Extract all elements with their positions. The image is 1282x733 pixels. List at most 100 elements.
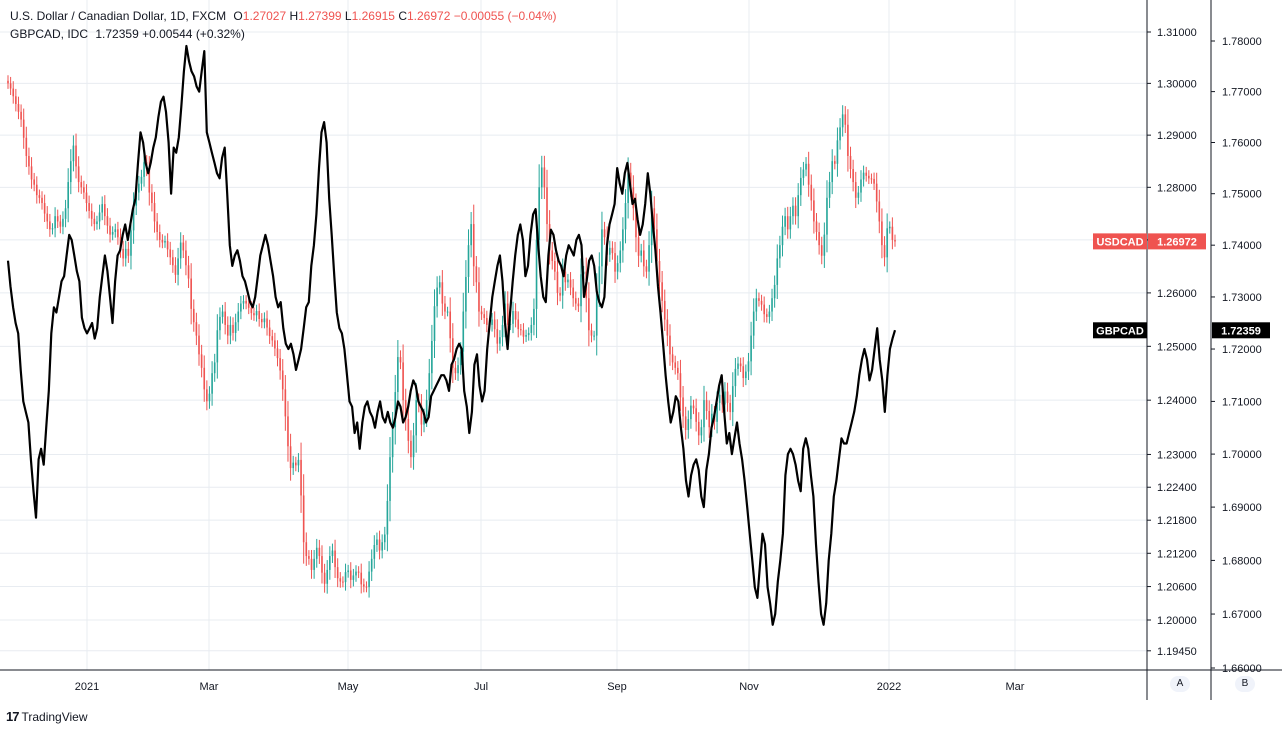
candle [258, 303, 260, 327]
y-a-tick-1: 1.30000 [1157, 78, 1197, 90]
candle [852, 159, 854, 192]
candle [454, 361, 457, 380]
candle [391, 411, 394, 473]
candle [98, 204, 101, 230]
candle [870, 173, 873, 184]
candle [472, 204, 475, 286]
x-tick-3: Jul [474, 681, 488, 693]
legend-usdcad: U.S. Dollar / Canadian Dollar, 1D, FXCM … [10, 9, 556, 23]
candle [533, 298, 535, 336]
candle [525, 329, 527, 343]
candle [287, 401, 289, 462]
candle [245, 295, 247, 310]
candle [695, 398, 697, 432]
candle [758, 292, 760, 307]
candle [169, 241, 172, 265]
candle [860, 170, 862, 202]
scale-a-button[interactable]: A [1170, 676, 1190, 692]
legend-open: 1.27027 [242, 9, 287, 23]
candle [637, 226, 640, 268]
candle [263, 312, 266, 329]
candle [179, 232, 182, 269]
candle [260, 313, 263, 329]
candle [765, 308, 768, 323]
candle [779, 235, 781, 268]
candle [540, 155, 543, 200]
candle [221, 304, 224, 324]
y-b-tick-3: 1.75000 [1222, 189, 1262, 201]
candle [321, 545, 323, 584]
x-axis[interactable]: 2021 Mar May Jul Sep Nov 2022 Mar [75, 681, 1025, 693]
candle [365, 581, 368, 593]
candle [339, 572, 342, 588]
candle [661, 270, 663, 313]
candle [551, 242, 554, 270]
candle [190, 263, 192, 325]
candle [69, 149, 72, 195]
y-a-tick-3: 1.28000 [1157, 182, 1197, 194]
candle [219, 307, 221, 340]
candle [669, 324, 671, 366]
candle [802, 161, 805, 186]
candle [281, 359, 284, 401]
y-b-tick-7: 1.71000 [1222, 396, 1262, 408]
tradingview-logo[interactable]: 17 TradingView [6, 709, 88, 724]
candle [781, 215, 784, 257]
usdcad-name-label: USDCAD [1096, 236, 1143, 248]
candle [520, 323, 522, 336]
y-axis-a[interactable]: 1.310001.300001.290001.280001.270001.260… [1147, 27, 1197, 658]
candle [569, 272, 572, 296]
candle [420, 394, 423, 437]
candle [38, 189, 41, 204]
scale-b-button[interactable]: B [1235, 676, 1255, 692]
candle [527, 327, 530, 341]
candle [271, 329, 274, 347]
candle [805, 157, 807, 177]
candle [467, 229, 470, 293]
gbpcad-name-tag [1093, 322, 1147, 339]
candle [161, 234, 164, 249]
candle [140, 169, 143, 191]
legend-high-label: H [289, 9, 299, 23]
legend-high: 1.27399 [298, 9, 342, 23]
candle [368, 561, 370, 598]
y-a-tick-12: 1.20600 [1157, 582, 1197, 594]
candle [284, 375, 287, 431]
x-tick-6: 2022 [877, 681, 901, 693]
candle [794, 197, 797, 225]
candle [200, 344, 203, 378]
candle [554, 252, 556, 281]
grid [0, 0, 1147, 670]
y-b-tick-0: 1.78000 [1222, 36, 1262, 48]
candle [410, 430, 412, 468]
x-tick-5: Nov [739, 681, 759, 693]
candle [334, 539, 336, 578]
candle [276, 340, 279, 367]
candle [697, 412, 700, 446]
candle [399, 350, 402, 370]
candle [593, 330, 595, 341]
x-tick-2: May [338, 681, 359, 693]
candle [232, 317, 234, 341]
candle [496, 319, 499, 354]
y-a-tick-8: 1.23000 [1157, 449, 1197, 461]
y-axis-b[interactable]: 1.78000 1.77000 1.76000 1.75000 1.74000 1.730… [1211, 36, 1262, 675]
candle [289, 433, 292, 481]
legend-symbol-2: GBPCAD, IDC [10, 27, 89, 41]
x-tick-4: Sep [607, 681, 627, 693]
y-b-tick-11: 1.67000 [1222, 609, 1262, 621]
candle [857, 186, 860, 205]
y-a-tick-11: 1.21200 [1157, 548, 1197, 560]
candle [208, 386, 211, 409]
candle [318, 539, 321, 564]
candle [470, 211, 472, 258]
candle [841, 105, 844, 137]
candle [820, 236, 823, 265]
candle [674, 355, 677, 375]
candle [572, 279, 574, 307]
candle [834, 155, 836, 170]
candle [77, 156, 80, 193]
candle [433, 289, 436, 358]
candle [493, 311, 496, 338]
